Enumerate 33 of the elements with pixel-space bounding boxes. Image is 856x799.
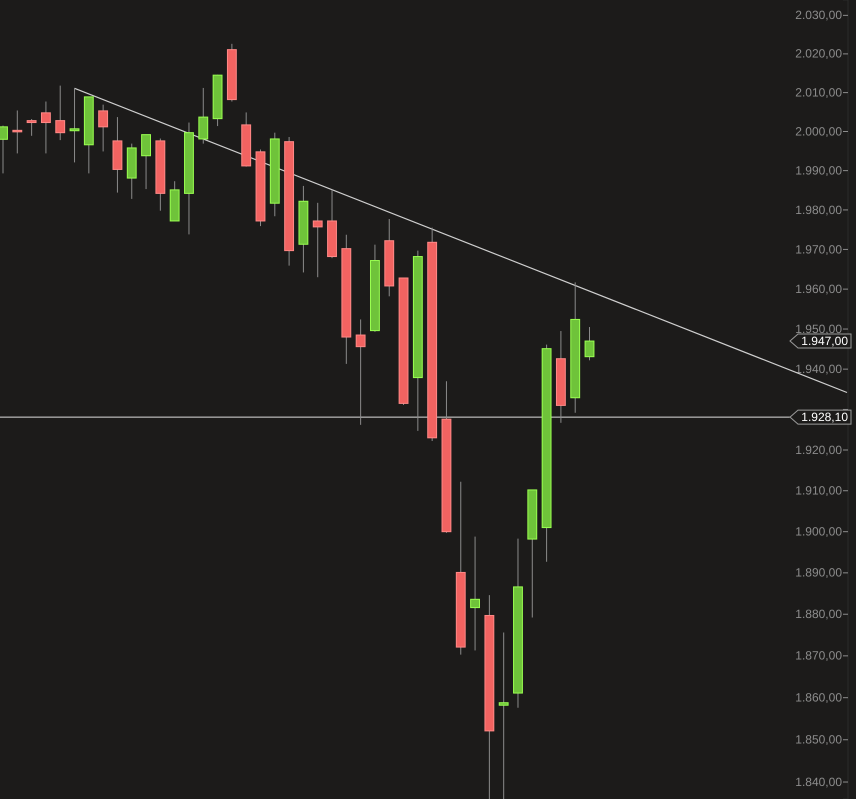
y-tick-label: 2.030,00 [795, 8, 842, 22]
y-tick-label: 1.840,00 [795, 774, 842, 789]
y-tick-label: 1.940,00 [795, 362, 842, 376]
ref-line-label: 1.928,10 [801, 410, 848, 424]
candlestick [98, 104, 108, 152]
candlestick [40, 101, 51, 154]
y-tick-label: 1.880,00 [795, 607, 842, 622]
y-tick-label: 1.920,00 [795, 442, 842, 457]
y-tick-label: 1.990,00 [795, 163, 842, 178]
annotation: 1.947,00 [801, 334, 848, 348]
y-tick-label: 1.900,00 [795, 524, 842, 539]
y-tick-label: 2.000,00 [795, 124, 842, 138]
y-tick-label: 2.010,00 [795, 85, 842, 100]
candlestick [55, 85, 66, 141]
candlestick [141, 134, 151, 190]
y-tick-label: 1.970,00 [795, 242, 842, 256]
y-tick-label: 1.910,00 [795, 484, 842, 498]
candlestick [470, 536, 480, 651]
y-tick-label: 1.980,00 [795, 202, 842, 217]
candlestick [198, 87, 208, 144]
candlestick [312, 202, 323, 278]
y-tick-label: 2.020,00 [795, 46, 842, 61]
y-tick-label: 1.850,00 [795, 732, 842, 747]
candlestick [498, 632, 509, 799]
y-tick-label: 1.860,00 [795, 690, 842, 705]
candlestick [26, 118, 37, 136]
y-tick-label: 1.950,00 [795, 322, 842, 336]
candlestick [12, 110, 22, 154]
candlestick [356, 318, 366, 426]
y-tick-label: 1.960,00 [795, 282, 842, 296]
y-tick-label: 1.890,00 [795, 566, 842, 580]
candlestick [584, 326, 594, 361]
y-tick-label: 1.870,00 [795, 648, 842, 663]
